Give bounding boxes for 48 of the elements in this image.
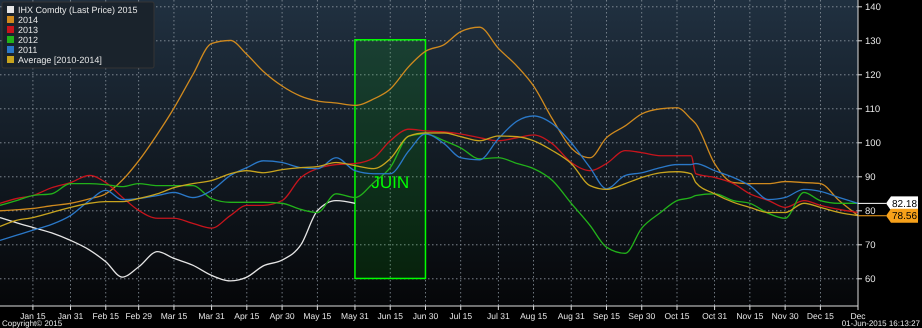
x-tick-label: Feb 15 [92,311,120,322]
x-tick-label: Jan 15 [20,311,46,322]
x-tick-label: Sep 30 [628,311,656,322]
legend-label: 2013 [18,25,38,35]
legend-label: IHX Comdty (Last Price) 2015 [18,5,138,15]
band-label: JUIN [371,172,410,192]
y-tick-label: 70 [865,240,876,251]
y-tick-label: 130 [865,36,881,47]
legend-label: Average [2010-2014] [18,55,102,65]
y-tick-label: 110 [865,104,880,115]
x-tick-label: Jun 30 [412,311,438,322]
x-tick-label: Jul 31 [487,311,510,322]
x-tick-label: May 31 [341,311,370,322]
x-tick-label: Nov 15 [736,311,764,322]
x-tick-label: Aug 15 [520,311,548,322]
line-series [0,26,859,216]
text: Copyright© 2015 [2,319,63,328]
x-tick-label: Feb 29 [125,311,152,322]
x-tick-label: Sep 15 [593,311,620,322]
line-series [0,133,859,254]
y-tick-label: 80 [865,206,876,217]
x-tick-label: Mar 31 [198,311,226,322]
x-tick-label: Dec 15 [806,311,834,322]
x-tick-label: Dec [850,311,866,322]
y-tick-label: 60 [865,274,876,285]
x-tick-label: Aug 31 [558,311,585,322]
legend-label: 2012 [18,35,38,45]
y-tick-label: 120 [865,70,881,81]
x-tick-label: Oct 15 [664,311,690,322]
x-tick-label: Jul 15 [449,311,472,322]
text: 01-Jun-2015 16:13:27 [842,319,921,328]
line-series [0,115,859,242]
annotation: 78.56 [892,211,918,222]
y-tick-label: 140 [865,2,881,13]
x-tick-label: May 15 [303,311,332,322]
x-tick-label: Apr 15 [234,311,260,322]
x-tick-label: Jan 31 [58,311,84,322]
x-tick-label: Nov 30 [772,311,799,322]
line-series [0,200,356,282]
legend-label: 2011 [18,45,38,55]
y-tick-label: 90 [865,172,876,183]
x-tick-label: Apr 30 [270,311,295,322]
legend-label: 2014 [18,15,38,25]
annotation: 82.18 [892,198,918,210]
x-tick-label: Oct 31 [702,311,728,322]
x-tick-label: Mar 15 [160,311,188,322]
x-tick-label: Jun 15 [377,311,404,322]
y-tick-label: 100 [865,138,881,149]
